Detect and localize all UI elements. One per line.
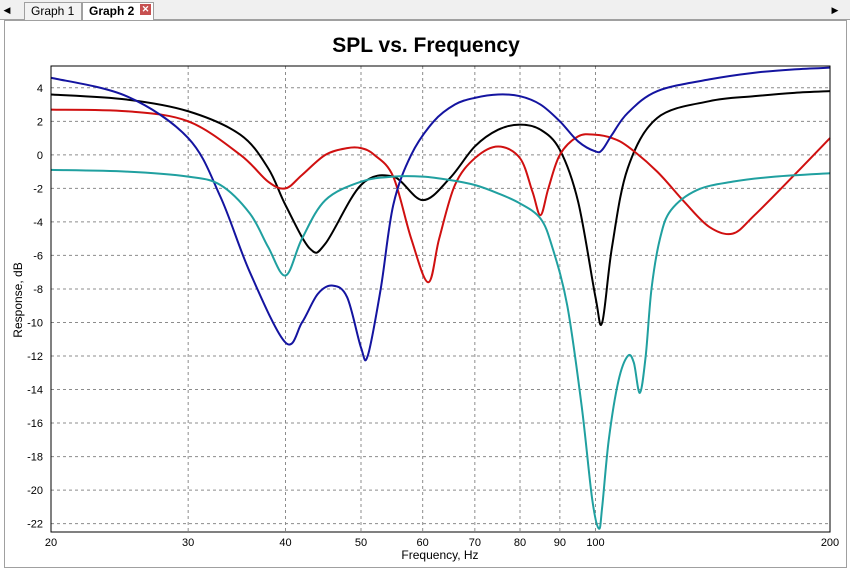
y-tick-label: -22 — [27, 519, 43, 531]
x-tick-label: 20 — [45, 537, 57, 549]
y-tick-label: -4 — [33, 217, 43, 229]
series-lines — [50, 66, 831, 530]
y-tick-label: -2 — [33, 183, 43, 195]
x-tick-label: 90 — [554, 537, 566, 549]
triangle-left-icon[interactable]: ◀ — [3, 5, 11, 15]
tab-graph-2[interactable]: Graph 2 — [82, 2, 154, 21]
grid — [51, 66, 830, 532]
y-tick-label: -8 — [33, 284, 43, 296]
series-line-3 — [50, 66, 831, 362]
spl-chart: SPL vs. Frequency Frequency, Hz Response… — [11, 34, 839, 562]
x-tick-label: 200 — [821, 537, 839, 549]
y-tick-label: -16 — [27, 418, 43, 430]
y-tick-label: -12 — [27, 351, 43, 363]
tab-graph-1[interactable]: Graph 1 — [24, 2, 82, 20]
x-axis-label: Frequency, Hz — [401, 548, 478, 562]
x-tick-label: 50 — [355, 537, 367, 549]
y-tick-label: 2 — [37, 116, 43, 128]
y-tick-label: -14 — [27, 385, 43, 397]
tick-labels: 20 30 40 50 60 70 80 90 100 200420-2-4-6-8-10-12-… — [27, 83, 839, 549]
y-tick-label: 4 — [37, 83, 43, 95]
x-tick-label: 30 — [182, 537, 194, 549]
series-line-2 — [50, 108, 831, 284]
y-tick-label: -6 — [33, 250, 43, 262]
plot-area — [50, 65, 831, 533]
triangle-right-icon[interactable]: ▶ — [831, 5, 839, 15]
x-tick-label: 40 — [279, 537, 291, 549]
y-tick-label: -20 — [27, 485, 43, 497]
close-icon[interactable]: ✕ — [140, 4, 151, 15]
y-tick-label: -18 — [27, 452, 43, 464]
y-tick-label: -10 — [27, 317, 43, 329]
chart-title: SPL vs. Frequency — [332, 34, 520, 57]
series-line-4 — [50, 168, 831, 530]
graph-panel: SPL vs. Frequency Frequency, Hz Response… — [4, 20, 847, 568]
tab-bar: ◀ Graph 1 Graph 2 ✕ ▶ — [0, 0, 850, 21]
x-tick-label: 80 — [514, 537, 526, 549]
x-tick-label: 60 — [417, 537, 429, 549]
x-tick-label: 100 — [586, 537, 604, 549]
x-tick-label: 70 — [469, 537, 481, 549]
y-axis-label: Response, dB — [11, 262, 25, 337]
y-tick-label: 0 — [37, 150, 43, 162]
series-line-1 — [50, 90, 831, 326]
